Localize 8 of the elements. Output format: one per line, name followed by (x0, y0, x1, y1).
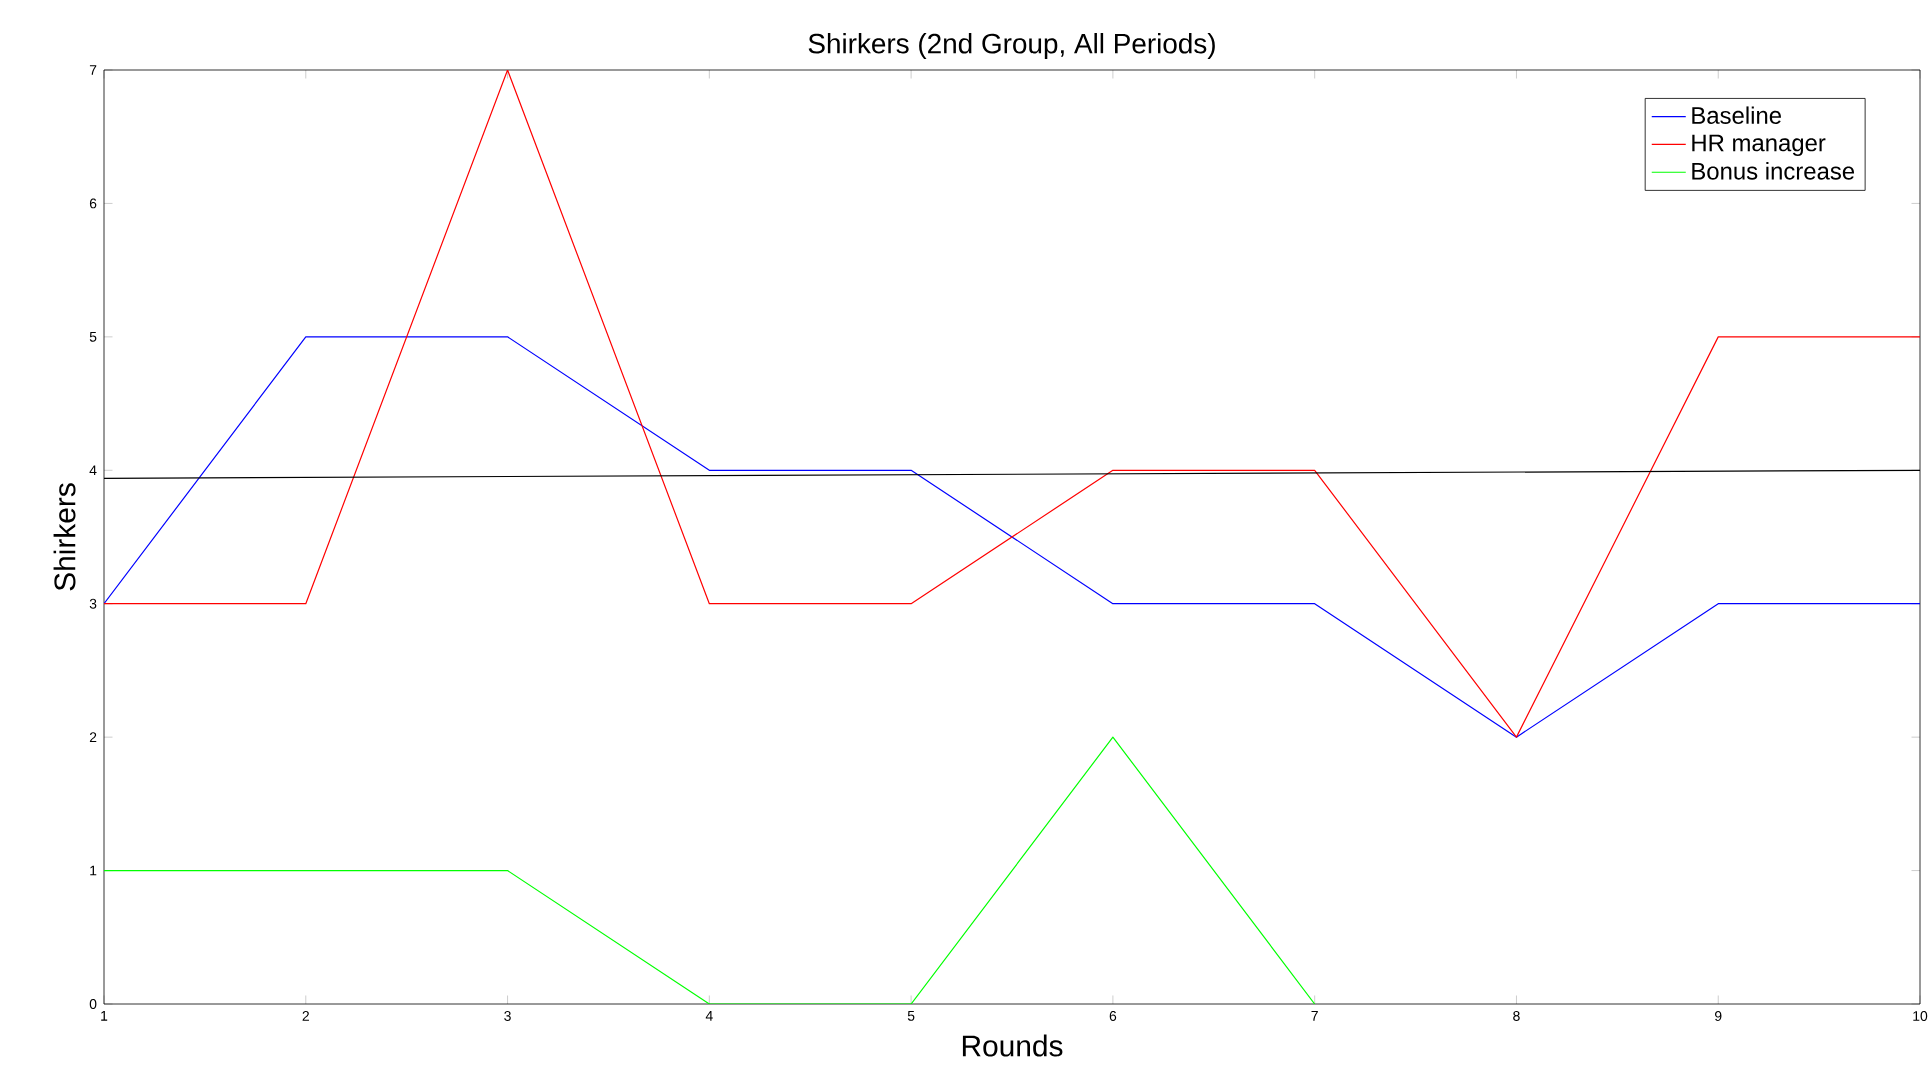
x-axis-title: Rounds (962, 1034, 1063, 1057)
line-series (104, 336, 1921, 738)
legend-label: Baseline (1692, 106, 1781, 124)
line-series (104, 70, 1921, 738)
legend-label: Bonus increase (1692, 162, 1855, 180)
chart-title: Shirkers (2nd Group, All Periods) (808, 33, 1215, 59)
y-axis-title: Shirkers (53, 483, 76, 591)
legend-label: HR manager (1692, 134, 1826, 157)
